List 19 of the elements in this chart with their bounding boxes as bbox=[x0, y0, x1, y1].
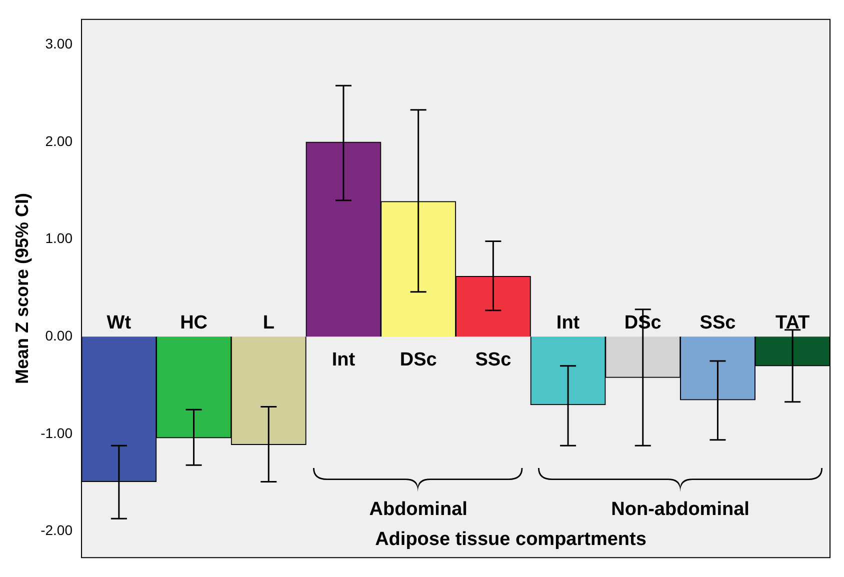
x-tick-label: Int bbox=[332, 349, 356, 370]
x-tick-label: TAT bbox=[776, 312, 810, 334]
y-tick-label: 3.00 bbox=[45, 36, 73, 52]
y-tick-label: 0.00 bbox=[45, 328, 73, 344]
x-tick-label: Int bbox=[556, 312, 580, 334]
x-tick-label: DSc bbox=[400, 349, 438, 370]
y-tick-label: -1.00 bbox=[40, 424, 73, 441]
x-tick-label: Wt bbox=[106, 312, 132, 334]
annotation: Non-abdominal bbox=[611, 498, 750, 520]
y-tick-label: 1.00 bbox=[45, 230, 73, 246]
x-tick-label: SSc bbox=[475, 349, 512, 370]
annotation: Abdominal bbox=[369, 498, 468, 520]
x-tick-label: L bbox=[262, 312, 275, 334]
y-axis-title: Mean Z score (95% CI) bbox=[12, 192, 32, 384]
y-tick-label: 2.00 bbox=[45, 132, 73, 149]
y-tick-label: -2.00 bbox=[40, 522, 73, 538]
x-tick-label: SSc bbox=[700, 312, 736, 334]
x-axis-title: Adipose tissue compartments bbox=[375, 528, 646, 550]
x-tick-label: HC bbox=[180, 312, 208, 334]
